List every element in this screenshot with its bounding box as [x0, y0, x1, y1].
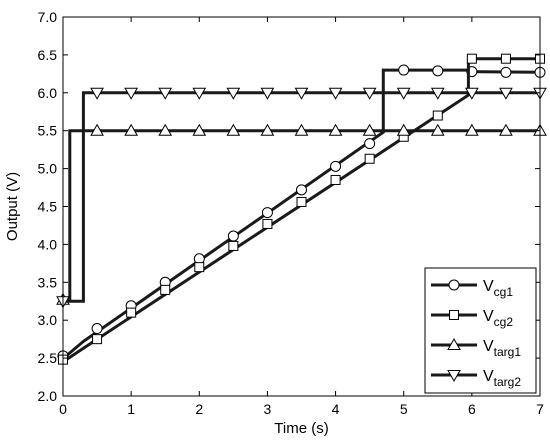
- data-point-vtarg2: [362, 87, 377, 100]
- data-point-vcg1: [398, 64, 410, 76]
- legend-label-base: V: [483, 278, 494, 295]
- y-axis-label: Output (V): [4, 172, 21, 241]
- axis-ticks: 0 1 2 3 4 5 6 7 2.0 2.5 3.0 3.5 4.0 4.5 5.0 5.5 6.0 6.5 7.…: [38, 9, 545, 417]
- legend-label-base: V: [483, 308, 494, 325]
- data-point-vcg1: [296, 184, 307, 196]
- data-point-vtarg2: [192, 87, 207, 100]
- data-point-vtarg1: [464, 123, 479, 136]
- x-tick-label: 1: [127, 401, 135, 417]
- y-tick-label: 2.0: [38, 388, 58, 404]
- y-tick-label: 7.0: [38, 9, 58, 25]
- data-point-vtarg2: [124, 87, 139, 100]
- data-point-vcg1: [364, 138, 376, 150]
- data-point-vcg2: [330, 174, 341, 185]
- data-point-vtarg2: [396, 87, 411, 100]
- data-point-vtarg2: [430, 87, 445, 100]
- data-point-vcg2: [160, 284, 171, 295]
- legend-label-subscript: targ1: [494, 345, 522, 359]
- data-point-vtarg1: [499, 123, 513, 136]
- data-point-vcg2: [296, 196, 307, 207]
- legend-label-base: V: [483, 338, 494, 355]
- data-point-vtarg2: [226, 87, 241, 100]
- data-point-vcg2: [432, 110, 443, 121]
- legend-marker-vcg1: [448, 279, 460, 291]
- legend-marker-vtarg1: [447, 337, 461, 350]
- data-point-vtarg1: [260, 123, 275, 136]
- x-tick-label: 4: [332, 401, 340, 417]
- data-point-vcg1: [330, 160, 342, 172]
- data-point-vtarg1: [362, 123, 377, 136]
- data-point-vcg2: [262, 218, 273, 229]
- series-line-vtarg2: [63, 91, 540, 303]
- legend-box: [424, 267, 537, 394]
- data-point-vcg2: [126, 307, 137, 318]
- data-point-vtarg2: [499, 87, 513, 100]
- legend-label-vtarg2: Vtarg2: [483, 368, 521, 389]
- legend-item-vtarg1: Vtarg1: [431, 337, 521, 359]
- data-point-vcg1: [261, 207, 273, 219]
- data-point-vtarg1: [396, 123, 411, 136]
- data-point-vcg2: [194, 262, 205, 273]
- y-tick-label: 6.5: [38, 47, 58, 63]
- data-point-vcg2: [364, 153, 375, 164]
- data-point-vcg2: [228, 240, 239, 251]
- x-tick-label: 7: [536, 401, 544, 417]
- data-point-vtarg2: [158, 87, 173, 100]
- data-point-vtarg2: [294, 87, 309, 100]
- y-tick-label: 4.0: [38, 236, 58, 252]
- x-tick-label: 2: [195, 401, 203, 417]
- y-tick-label: 5.0: [38, 161, 58, 177]
- legend-item-vtarg2: Vtarg2: [431, 368, 521, 389]
- series-vcg2: [58, 53, 545, 365]
- x-axis-label: Time (s): [274, 420, 328, 437]
- data-point-vcg2: [92, 334, 103, 345]
- data-point-vtarg1: [328, 123, 343, 136]
- data-point-vtarg2: [328, 87, 343, 100]
- data-point-vcg1: [500, 66, 512, 78]
- data-point-vtarg1: [90, 123, 104, 136]
- data-point-vtarg2: [260, 87, 275, 100]
- data-point-vcg1: [432, 65, 444, 77]
- y-tick-label: 2.5: [38, 350, 58, 366]
- legend-marker-vtarg2: [447, 370, 461, 383]
- data-point-vcg1: [91, 323, 103, 335]
- data-layer: [56, 53, 547, 365]
- legend-label-base: V: [483, 368, 494, 385]
- legend-label-subscript: cg1: [494, 285, 514, 299]
- y-tick-label: 4.5: [38, 199, 58, 215]
- y-tick-label: 6.0: [38, 85, 58, 101]
- legend-label-subscript: targ2: [494, 375, 522, 389]
- x-tick-label: 3: [264, 401, 272, 417]
- data-point-vcg2: [466, 53, 477, 64]
- data-point-vcg2: [500, 53, 511, 64]
- legend-item-vcg2: Vcg2: [431, 308, 513, 329]
- data-point-vtarg1: [124, 123, 139, 136]
- legend-label-vtarg1: Vtarg1: [483, 338, 521, 359]
- data-point-vcg1: [227, 230, 239, 242]
- y-tick-label: 3.5: [38, 274, 58, 290]
- y-tick-label: 3.0: [38, 312, 58, 328]
- data-point-vtarg1: [294, 123, 309, 136]
- legend-label-vcg2: Vcg2: [483, 308, 513, 329]
- x-tick-label: 5: [400, 401, 408, 417]
- data-point-vtarg2: [90, 87, 104, 100]
- x-tick-label: 6: [468, 401, 476, 417]
- series-vtarg2: [56, 87, 547, 309]
- legend-label-vcg1: Vcg1: [483, 278, 513, 299]
- data-point-vtarg1: [226, 123, 241, 136]
- x-tick-label: 0: [59, 401, 67, 417]
- legend-label-subscript: cg2: [494, 315, 514, 329]
- data-point-vtarg1: [430, 123, 445, 136]
- legend-item-vcg1: Vcg1: [431, 278, 513, 299]
- data-point-vtarg1: [158, 123, 173, 136]
- data-point-vtarg2: [464, 87, 479, 100]
- y-tick-label: 5.5: [38, 123, 58, 139]
- legend-marker-vcg2: [449, 310, 459, 320]
- data-point-vtarg1: [192, 123, 207, 136]
